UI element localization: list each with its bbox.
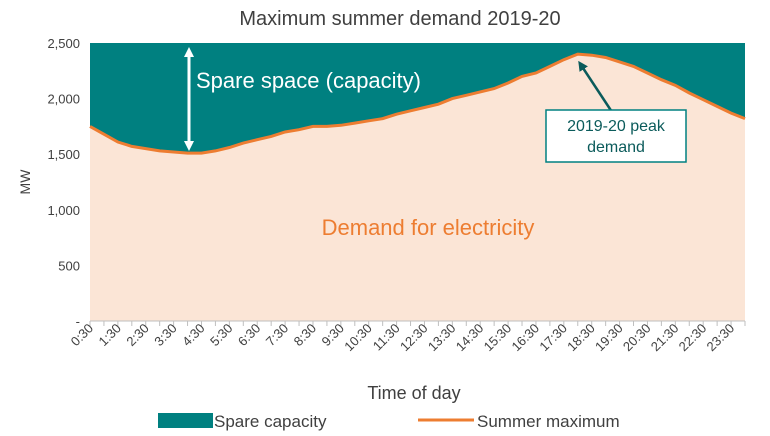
legend-swatch-spare-capacity (158, 413, 213, 428)
x-tick-label: 19:30 (592, 321, 626, 355)
x-tick-label: 23:30 (704, 321, 738, 355)
x-tick-label: 5:30 (207, 321, 236, 350)
peak-annotation-line-1: 2019-20 peak (567, 118, 666, 135)
y-axis-label: MW (17, 169, 33, 195)
x-tick-label: 15:30 (481, 321, 515, 355)
x-axis-label: Time of day (367, 383, 460, 403)
x-tick-label: 22:30 (676, 321, 710, 355)
x-tick-label: 16:30 (508, 321, 542, 355)
legend-label-summer-maximum: Summer maximum (477, 412, 620, 431)
y-tick-label: 1,000 (47, 203, 80, 218)
chart-title: Maximum summer demand 2019-20 (239, 8, 560, 30)
x-axis: 0:30 1:30 2:30 3:30 4:30 5:30 6:30 7:30 8:30 9:30… (68, 320, 746, 355)
x-tick-label: 3:30 (151, 321, 180, 350)
y-tick-label: 1,500 (47, 147, 80, 162)
y-tick-label: - (76, 314, 80, 329)
x-tick-label: 4:30 (179, 321, 208, 350)
x-tick-label: 10:30 (341, 321, 375, 355)
y-axis: - 500 1,000 1,500 2,000 2,500 (47, 36, 80, 329)
x-tick-label: 7:30 (263, 321, 292, 350)
x-tick-label: 13:30 (425, 321, 459, 355)
x-tick-label: 8:30 (291, 321, 320, 350)
x-tick-label: 6:30 (235, 321, 264, 350)
x-tick-label: 18:30 (564, 321, 598, 355)
x-tick-label: 14:30 (453, 321, 487, 355)
legend-label-spare-capacity: Spare capacity (214, 412, 327, 431)
x-tick-label: 0:30 (68, 321, 97, 350)
demand-annotation: Demand for electricity (322, 215, 535, 240)
legend: Spare capacity Summer maximum (158, 412, 620, 431)
x-tick-label: 17:30 (536, 321, 570, 355)
x-tick-label: 11:30 (370, 321, 403, 354)
x-tick-label: 12:30 (397, 321, 431, 355)
summer-maximum-line (89, 52, 746, 155)
x-tick-label: 2:30 (123, 321, 152, 350)
peak-pointer-arrow (578, 60, 614, 113)
x-tick-label: 1:30 (95, 321, 124, 350)
peak-annotation-line-2: demand (587, 139, 645, 156)
y-tick-label: 2,500 (47, 36, 80, 51)
x-tick-label: 21:30 (648, 321, 682, 355)
x-tick-label: 20:30 (620, 321, 654, 355)
y-tick-label: 500 (58, 258, 80, 273)
y-tick-label: 2,000 (47, 92, 80, 107)
peak-annotation-box (545, 109, 687, 163)
spare-space-annotation: Spare space (capacity) (196, 68, 421, 93)
